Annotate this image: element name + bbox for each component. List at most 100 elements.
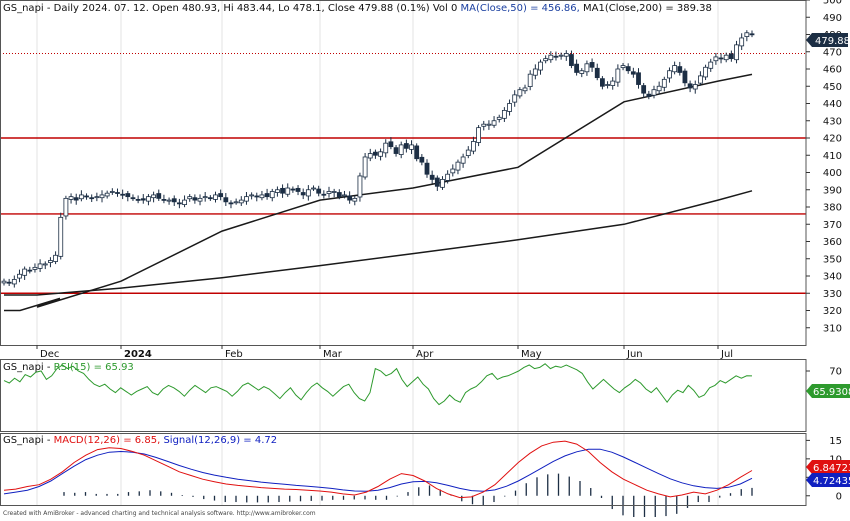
candle[interactable] [398,141,404,159]
candle[interactable] [543,55,549,64]
candle[interactable] [99,190,105,203]
candle[interactable] [316,185,322,197]
candle[interactable] [517,87,523,99]
candle[interactable] [703,64,708,81]
candle[interactable] [140,194,146,204]
candle[interactable] [440,176,445,190]
candle[interactable] [579,68,585,78]
candle[interactable] [471,136,476,155]
ma200-line[interactable] [4,190,753,296]
candle[interactable] [491,116,497,128]
candle[interactable] [321,190,327,199]
candle[interactable] [63,195,69,220]
candle[interactable] [667,67,672,83]
candle[interactable] [434,175,440,191]
candle[interactable] [465,146,471,159]
rsi-pane[interactable] [3,363,753,406]
candle[interactable] [192,194,198,204]
candle[interactable] [233,198,239,205]
candle[interactable] [347,191,353,204]
candle[interactable] [22,266,28,280]
candle[interactable] [594,63,600,81]
candle[interactable] [496,114,502,123]
candle[interactable] [409,140,414,155]
candle[interactable] [37,259,43,273]
candle[interactable] [295,185,301,196]
candle[interactable] [610,77,616,90]
candle[interactable] [481,120,487,131]
candle[interactable] [68,193,74,204]
candle[interactable] [84,193,89,200]
candle[interactable] [228,200,234,209]
candle[interactable] [17,269,22,283]
candle[interactable] [698,71,703,86]
candle[interactable] [125,190,131,202]
candle[interactable] [393,145,399,157]
candle[interactable] [73,193,79,205]
candle[interactable] [749,30,755,38]
candle[interactable] [357,172,363,202]
price-pane[interactable] [0,30,806,312]
candle[interactable] [569,50,574,69]
candle[interactable] [507,99,512,116]
candle[interactable] [244,191,249,205]
candle[interactable] [403,139,409,153]
candle[interactable] [672,61,678,75]
candle[interactable] [522,84,528,94]
candle[interactable] [32,263,38,273]
candle[interactable] [166,197,172,205]
candle[interactable] [589,58,595,72]
candle[interactable] [187,194,193,202]
candle[interactable] [476,125,481,147]
candle[interactable] [424,159,430,178]
candle[interactable] [254,192,260,202]
candle[interactable] [460,153,466,168]
candle[interactable] [739,33,745,51]
candle[interactable] [11,275,17,288]
candle[interactable] [58,212,64,260]
candle[interactable] [625,63,631,74]
candle[interactable] [202,191,208,202]
candle[interactable] [135,195,141,204]
candle[interactable] [677,61,683,76]
candle[interactable] [734,40,739,64]
candle[interactable] [615,64,621,87]
candle[interactable] [630,67,636,78]
candle[interactable] [238,196,244,206]
candle[interactable] [563,50,569,61]
candle[interactable] [290,186,296,193]
candle[interactable] [197,194,203,206]
candle[interactable] [151,191,157,203]
candle[interactable] [305,185,311,201]
candle[interactable] [104,190,110,199]
candle[interactable] [27,266,33,274]
candle[interactable] [249,192,255,200]
candle[interactable] [378,148,383,161]
candle[interactable] [352,195,358,206]
candle[interactable] [48,257,53,268]
candle[interactable] [687,80,693,93]
candle[interactable] [331,188,337,198]
candle[interactable] [53,251,58,265]
candle[interactable] [527,70,533,91]
candle[interactable] [744,30,750,42]
candle[interactable] [146,194,151,206]
macd-line[interactable] [3,440,753,499]
signal-line[interactable] [3,448,753,495]
candle[interactable] [646,90,652,100]
candle[interactable] [419,154,425,166]
candle[interactable] [161,194,167,204]
candle[interactable] [269,188,275,202]
candle[interactable] [713,52,719,65]
candle[interactable] [373,149,378,159]
candle[interactable] [367,148,373,162]
candle[interactable] [501,107,507,122]
candle[interactable] [300,188,306,200]
candle[interactable] [285,183,291,197]
candle[interactable] [605,81,610,89]
candle[interactable] [558,52,564,60]
candle[interactable] [362,153,368,180]
candle[interactable] [532,64,538,80]
ma50-line[interactable] [4,73,753,312]
